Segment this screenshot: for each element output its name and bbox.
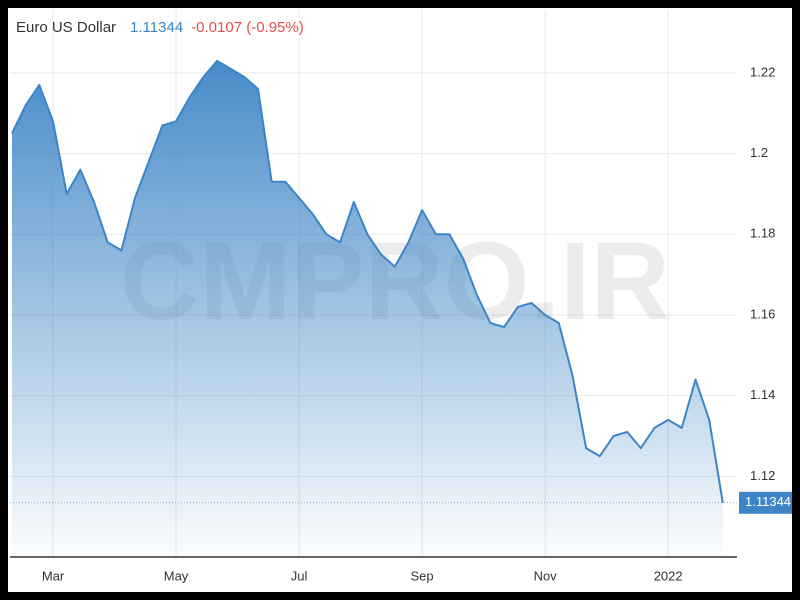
x-tick-label: 2022: [654, 568, 683, 583]
x-tick-label: Nov: [534, 568, 558, 583]
y-tick-label: 1.16: [750, 306, 775, 321]
last-price-label: 1.11344: [745, 494, 791, 509]
last-price: 1.11344: [130, 19, 183, 36]
line: [11, 59, 724, 503]
y-tick-label: 1.22: [750, 64, 775, 79]
y-tick-label: 1.12: [750, 468, 775, 483]
chart-title: Euro US Dollar: [16, 19, 116, 36]
price-change: -0.0107 (-0.95%): [191, 19, 304, 36]
x-tick-label: Sep: [411, 568, 434, 583]
y-tick-label: 1.2: [750, 145, 768, 160]
last-price-box: [739, 491, 792, 514]
y-tick-label: 1.14: [750, 387, 775, 402]
area: [12, 60, 723, 558]
y-tick-label: 1.18: [750, 226, 775, 241]
x-tick-label: May: [164, 568, 189, 583]
marks: 1.11344: [10, 59, 792, 558]
x-tick-label: Jul: [291, 568, 308, 583]
x-tick-label: Mar: [42, 568, 65, 583]
